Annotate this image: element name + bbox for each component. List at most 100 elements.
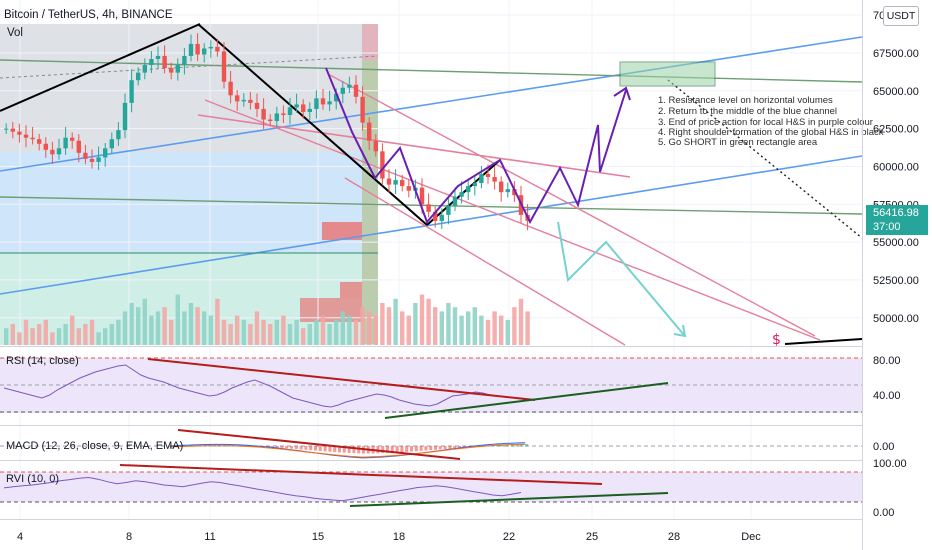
volume-bar bbox=[492, 311, 497, 345]
macd-histogram-bar bbox=[458, 446, 461, 448]
candle-body bbox=[10, 128, 15, 132]
macd-histogram-bar bbox=[448, 446, 452, 449]
volume-bar bbox=[485, 319, 491, 345]
candle-body bbox=[274, 113, 279, 122]
candle-body bbox=[235, 95, 240, 102]
volume-bar bbox=[367, 311, 372, 345]
candle-body bbox=[37, 139, 42, 144]
time-tick-label: 18 bbox=[393, 531, 405, 543]
macd-histogram-bar bbox=[462, 446, 466, 448]
rsi-support-trendline[interactable] bbox=[384, 382, 669, 419]
candle-body bbox=[466, 186, 471, 193]
volume-bar bbox=[525, 311, 530, 345]
volume-bar bbox=[340, 311, 345, 345]
annotation-note: 5. Go SHORT in green rectangle area bbox=[658, 137, 818, 148]
rvi-tick-label: 100.00 bbox=[873, 458, 907, 470]
event-marker-icon[interactable]: $ bbox=[772, 332, 781, 348]
volume-bar bbox=[96, 332, 101, 345]
rvi-legend[interactable]: RVI (10, 0) bbox=[6, 473, 59, 485]
rvi-resistance-trendline[interactable] bbox=[119, 464, 603, 485]
macd-histogram-bar bbox=[333, 446, 337, 453]
horizontal-resistance-line bbox=[0, 59, 863, 83]
time-tick-label: 25 bbox=[586, 531, 598, 543]
panel-divider bbox=[0, 425, 862, 426]
short-target-rectangle[interactable] bbox=[619, 61, 716, 87]
cyan-projection-path bbox=[557, 221, 685, 336]
volume-legend[interactable]: Vol bbox=[7, 27, 23, 39]
rsi-resistance-trendline[interactable] bbox=[147, 358, 536, 401]
candle-body bbox=[50, 149, 55, 155]
macd-legend[interactable]: MACD (12, 26, close, 9, EMA, EMA) bbox=[6, 440, 183, 452]
candle-body bbox=[307, 108, 312, 112]
volume-bar bbox=[4, 328, 9, 345]
volume-bar bbox=[373, 315, 378, 345]
macd-histogram-bar bbox=[520, 444, 524, 447]
candle-body bbox=[188, 43, 194, 56]
candles-group bbox=[4, 33, 530, 231]
macd-histogram-bar bbox=[390, 446, 394, 453]
macd-histogram-bar bbox=[386, 446, 389, 453]
candle-body bbox=[56, 148, 62, 155]
volume-bar bbox=[63, 324, 68, 345]
candle-body bbox=[63, 137, 68, 149]
candle-body bbox=[70, 137, 75, 141]
candle-body bbox=[446, 205, 451, 215]
volume-bar bbox=[23, 319, 29, 345]
volume-bar bbox=[360, 307, 365, 345]
macd-trendline[interactable] bbox=[177, 429, 461, 460]
rsi-tick-label: 80.00 bbox=[873, 355, 901, 367]
candle-body bbox=[17, 131, 22, 135]
macd-histogram-bar bbox=[290, 446, 293, 449]
candle-body bbox=[215, 46, 220, 52]
candle-body bbox=[314, 98, 319, 109]
price-tick-label: 55000.00 bbox=[873, 237, 919, 249]
volume-bar bbox=[149, 315, 154, 345]
panel-divider bbox=[0, 460, 862, 461]
candle-body bbox=[122, 102, 128, 131]
macd-group bbox=[169, 442, 529, 459]
volume-bar bbox=[129, 303, 134, 345]
annotation-note: 4. Right shoulder formation of the globa… bbox=[658, 127, 884, 138]
volume-bar bbox=[406, 315, 411, 345]
currency-button[interactable]: USDT bbox=[883, 6, 919, 26]
price-axis[interactable]: 70000.0067500.0065000.0062500.0060000.00… bbox=[873, 10, 919, 325]
time-tick-label: 28 bbox=[668, 531, 680, 543]
volume-bar bbox=[433, 307, 438, 345]
rsi-line-group bbox=[3, 364, 529, 408]
macd-histogram-bar bbox=[525, 444, 529, 447]
volume-bar bbox=[56, 328, 62, 345]
rvi-support-trendline[interactable] bbox=[349, 492, 669, 507]
panel-divider bbox=[0, 346, 862, 347]
volume-bar bbox=[466, 311, 471, 345]
macd-histogram-bar bbox=[515, 444, 519, 447]
price-tick-label: 62500.00 bbox=[873, 124, 919, 136]
macd-histogram-bar bbox=[314, 446, 317, 451]
macd-histogram-bar bbox=[395, 446, 399, 453]
price-tick-label: 65000.00 bbox=[873, 86, 919, 98]
candle-body bbox=[261, 108, 266, 120]
volume-bar bbox=[17, 332, 22, 345]
macd-histogram-bar bbox=[318, 446, 322, 451]
candle-body bbox=[320, 98, 326, 105]
candle-body bbox=[254, 102, 260, 109]
candle-body bbox=[182, 55, 187, 66]
candle-body bbox=[76, 140, 81, 153]
volume-bar bbox=[109, 324, 114, 345]
candle-body bbox=[142, 65, 147, 73]
time-tick-label: Dec bbox=[741, 531, 761, 543]
candle-body bbox=[96, 157, 101, 162]
rsi-legend[interactable]: RSI (14, close) bbox=[6, 355, 79, 367]
time-axis[interactable]: 4 8 11 15 18 22 25 28 Dec bbox=[17, 531, 761, 543]
macd-histogram-bar bbox=[294, 446, 298, 450]
annotation-notes: 1. Resistance level on horizontal volume… bbox=[658, 95, 884, 148]
volume-bar bbox=[235, 315, 240, 345]
purple-arrow-head bbox=[613, 86, 631, 101]
blue-zone bbox=[0, 152, 378, 252]
symbol-title[interactable]: Bitcoin / TetherUS, 4h, BINANCE bbox=[4, 9, 173, 21]
candle-body bbox=[406, 186, 411, 191]
macd-histogram-bar bbox=[424, 446, 428, 451]
macd-histogram-bar bbox=[400, 446, 404, 453]
candle-body bbox=[505, 189, 510, 193]
